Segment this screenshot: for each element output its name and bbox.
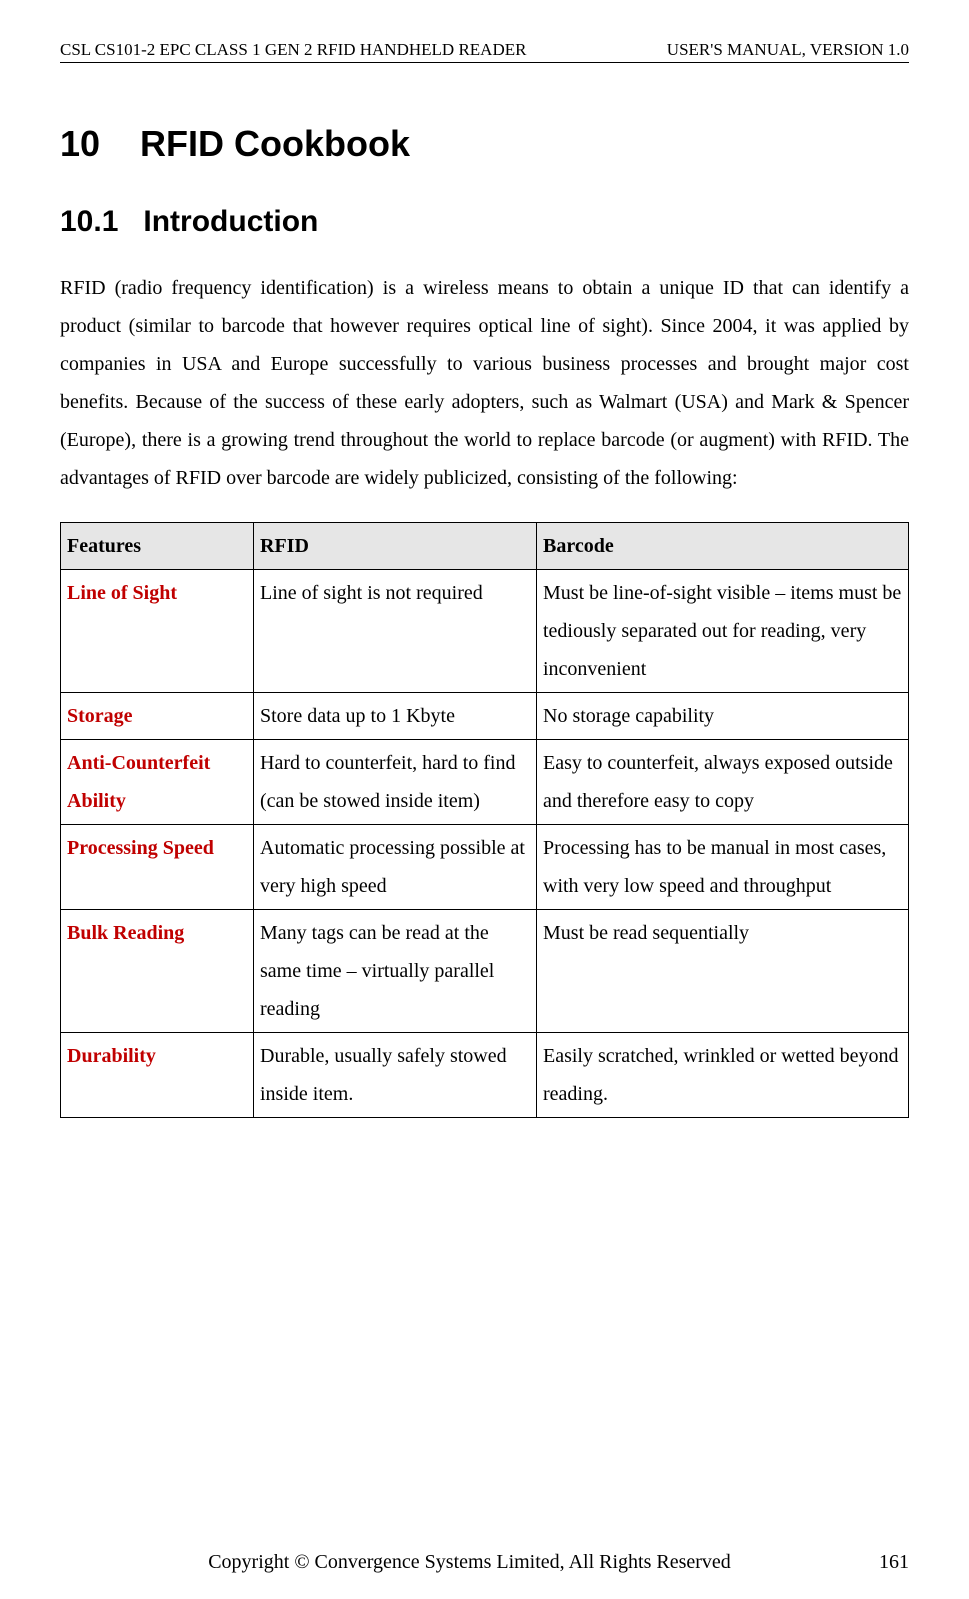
barcode-cell: Must be read sequentially: [537, 910, 909, 1033]
footer-copyright: Copyright © Convergence Systems Limited,…: [60, 1551, 879, 1574]
intro-paragraph: RFID (radio frequency identification) is…: [60, 269, 909, 497]
header-rfid: RFID: [254, 523, 537, 570]
section-number: 10.1: [60, 205, 118, 239]
barcode-cell: Easy to counterfeit, always exposed outs…: [537, 740, 909, 825]
table-row: StorageStore data up to 1 KbyteNo storag…: [61, 693, 909, 740]
feature-cell: Bulk Reading: [61, 910, 254, 1033]
barcode-cell: Must be line-of-sight visible – items mu…: [537, 570, 909, 693]
rfid-cell: Store data up to 1 Kbyte: [254, 693, 537, 740]
chapter-name: RFID Cookbook: [140, 123, 410, 164]
header-left: CSL CS101-2 EPC CLASS 1 GEN 2 RFID HANDH…: [60, 40, 526, 60]
barcode-cell: Processing has to be manual in most case…: [537, 825, 909, 910]
feature-cell: Anti-Counterfeit Ability: [61, 740, 254, 825]
table-row: Processing SpeedAutomatic processing pos…: [61, 825, 909, 910]
header-bar: CSL CS101-2 EPC CLASS 1 GEN 2 RFID HANDH…: [60, 40, 909, 63]
rfid-cell: Hard to counterfeit, hard to find (can b…: [254, 740, 537, 825]
header-barcode: Barcode: [537, 523, 909, 570]
section-name: Introduction: [143, 205, 318, 238]
table-row: Line of SightLine of sight is not requir…: [61, 570, 909, 693]
table-row: Bulk ReadingMany tags can be read at the…: [61, 910, 909, 1033]
rfid-cell: Line of sight is not required: [254, 570, 537, 693]
comparison-table: Features RFID Barcode Line of SightLine …: [60, 522, 909, 1118]
table-row: Anti-Counterfeit AbilityHard to counterf…: [61, 740, 909, 825]
page-footer: Copyright © Convergence Systems Limited,…: [60, 1551, 909, 1574]
barcode-cell: No storage capability: [537, 693, 909, 740]
header-right: USER'S MANUAL, VERSION 1.0: [667, 40, 909, 60]
footer-page-number: 161: [879, 1551, 909, 1574]
page-container: CSL CS101-2 EPC CLASS 1 GEN 2 RFID HANDH…: [0, 0, 969, 1599]
rfid-cell: Many tags can be read at the same time –…: [254, 910, 537, 1033]
chapter-title: 10 RFID Cookbook: [60, 123, 909, 165]
rfid-cell: Durable, usually safely stowed inside it…: [254, 1033, 537, 1118]
rfid-cell: Automatic processing possible at very hi…: [254, 825, 537, 910]
header-features: Features: [61, 523, 254, 570]
feature-cell: Processing Speed: [61, 825, 254, 910]
barcode-cell: Easily scratched, wrinkled or wetted bey…: [537, 1033, 909, 1118]
table-header-row: Features RFID Barcode: [61, 523, 909, 570]
feature-cell: Line of Sight: [61, 570, 254, 693]
feature-cell: Durability: [61, 1033, 254, 1118]
table-row: DurabilityDurable, usually safely stowed…: [61, 1033, 909, 1118]
chapter-number: 10: [60, 123, 100, 165]
feature-cell: Storage: [61, 693, 254, 740]
section-title: 10.1 Introduction: [60, 205, 909, 239]
